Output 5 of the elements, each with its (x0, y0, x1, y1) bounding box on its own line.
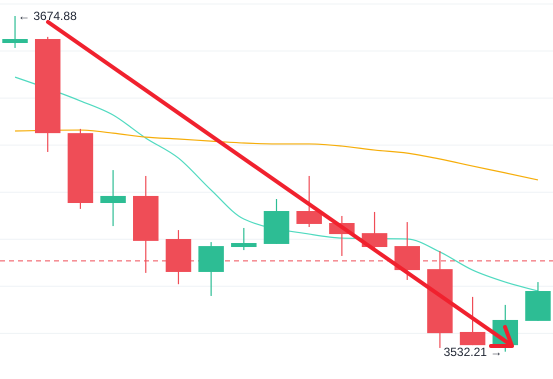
annotation: 3532.21 → (444, 344, 502, 359)
annotation: ← 3674.88 (18, 9, 78, 24)
candlestick (231, 227, 257, 251)
candlestick (100, 169, 126, 227)
candlestick (2, 15, 28, 49)
